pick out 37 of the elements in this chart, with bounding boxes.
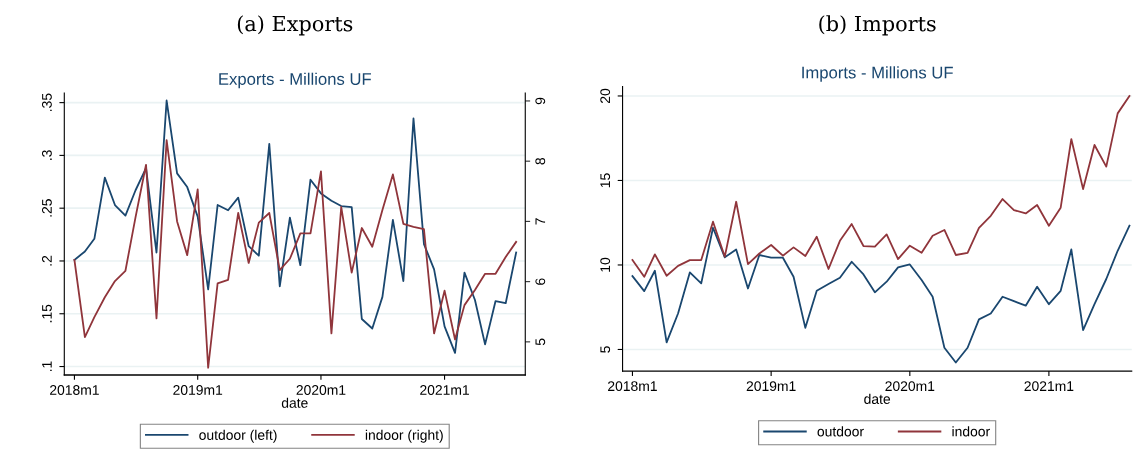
line-series	[631, 224, 1131, 364]
chart-title: (b) Imports	[819, 15, 936, 36]
x-axis-title: date	[864, 393, 891, 404]
line-series	[631, 95, 1131, 278]
x-axis-title: date	[281, 397, 308, 408]
chart-subtitle: Imports - Millions UF	[802, 66, 953, 82]
y-tick-label: .2	[42, 255, 52, 266]
x-tick-label: 2018m1	[608, 381, 657, 392]
line-series	[73, 139, 518, 369]
x-tick-label: 2019m1	[746, 381, 796, 392]
y-tick-label: .35	[42, 93, 52, 112]
y-tick-label: 5	[600, 346, 611, 353]
y-tick-label: .1	[42, 361, 52, 372]
y-tick-label: 15	[600, 173, 611, 188]
x-tick-label: 2018m1	[50, 385, 99, 395]
y-tick-label: 10	[600, 257, 611, 272]
line-series	[73, 99, 518, 354]
chart-title: (a) Exports	[237, 15, 353, 36]
y-tick-label: .25	[42, 199, 52, 217]
y-tick-label: 20	[600, 88, 611, 103]
x-tick-label: 2021m1	[420, 385, 469, 395]
x-tick-label: 2020m1	[885, 381, 935, 392]
x-tick-label: 2020m1	[296, 385, 346, 395]
y2-tick-label: 8	[535, 157, 546, 165]
chart-subtitle: Exports - Millions UF	[219, 72, 371, 89]
y2-tick-label: 6	[535, 278, 546, 285]
y2-tick-label: 7	[535, 218, 546, 225]
legend-label: outdoor	[817, 426, 864, 437]
legend-label: indoor (right)	[365, 429, 443, 443]
y2-tick-label: 9	[535, 97, 546, 105]
y-tick-label: .3	[42, 150, 52, 160]
y-tick-label: .15	[42, 304, 52, 323]
x-tick-label: 2021m1	[1024, 381, 1074, 392]
y2-tick-label: 5	[535, 338, 546, 346]
legend-label: indoor	[952, 426, 990, 437]
legend-label: outdoor (left)	[199, 429, 277, 443]
x-tick-label: 2019m1	[173, 385, 223, 395]
